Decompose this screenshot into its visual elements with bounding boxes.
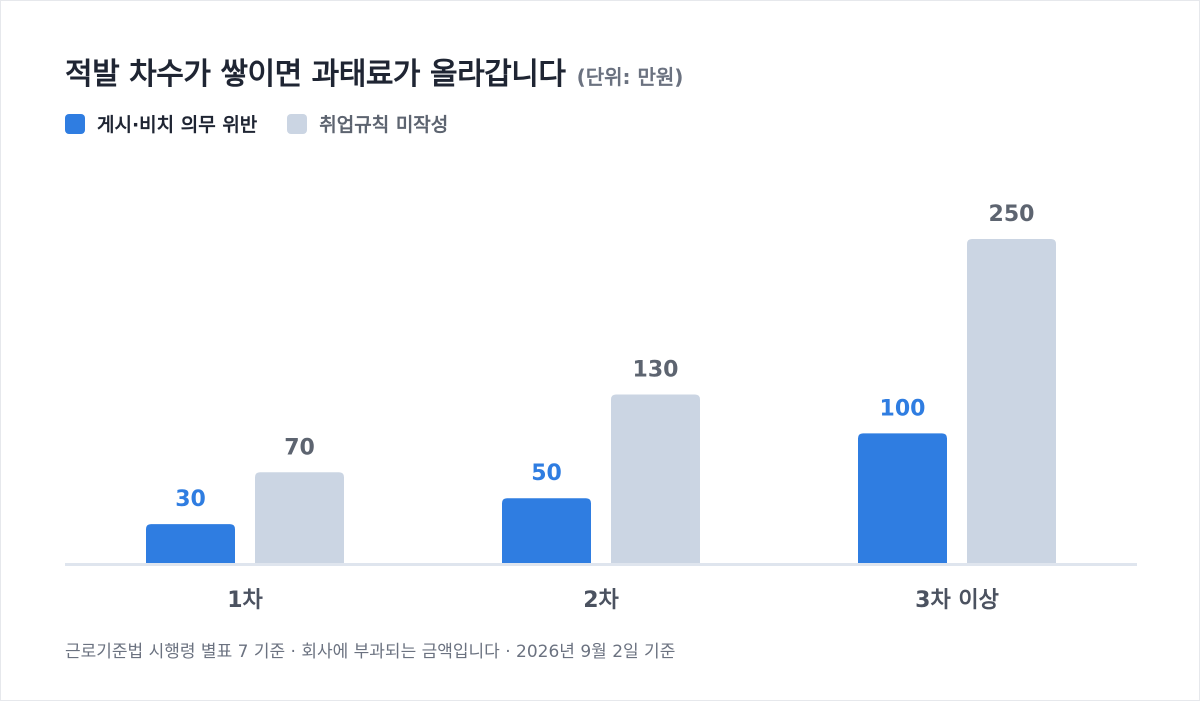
bar-series-1-cat-1 bbox=[146, 524, 235, 563]
data-label-series-2-cat-3: 250 bbox=[989, 202, 1035, 227]
data-label-series-2-cat-2: 130 bbox=[633, 358, 679, 383]
title-row: 적발 차수가 쌓이면 과태료가 올라갑니다 (단위: 만원) bbox=[65, 49, 683, 93]
x-tick-label-1: 1차 bbox=[227, 588, 263, 613]
bar-series-2-cat-3 bbox=[967, 239, 1056, 563]
x-tick-label-2: 2차 bbox=[583, 588, 619, 613]
bar-series-1-cat-2 bbox=[502, 498, 591, 563]
data-label-series-1-cat-3: 100 bbox=[880, 396, 926, 421]
data-label-series-2-cat-1: 70 bbox=[284, 435, 315, 460]
legend-item-series-1: 게시·비치 의무 위반 bbox=[65, 110, 257, 137]
legend-label-series-2: 취업규칙 미작성 bbox=[319, 114, 449, 136]
data-label-series-1-cat-1: 30 bbox=[175, 487, 206, 512]
bar-series-2-cat-1 bbox=[255, 472, 344, 563]
chart-title: 적발 차수가 쌓이면 과태료가 올라갑니다 bbox=[65, 57, 566, 92]
unit-label: (단위: 만원) bbox=[576, 65, 684, 89]
bar-series-1-cat-3 bbox=[858, 433, 947, 563]
legend-item-series-2: 취업규칙 미작성 bbox=[287, 110, 448, 137]
legend-swatch-series-1 bbox=[65, 113, 85, 134]
footnote: 근로기준법 시행령 별표 7 기준 · 회사에 부과되는 금액입니다 · 202… bbox=[65, 642, 676, 662]
legend-label-series-1: 게시·비치 의무 위반 bbox=[97, 114, 258, 136]
data-label-series-1-cat-2: 50 bbox=[531, 461, 562, 486]
bar-series-2-cat-2 bbox=[611, 394, 700, 563]
x-tick-label-3: 3차 이상 bbox=[915, 588, 999, 613]
legend-swatch-series-2 bbox=[287, 113, 308, 134]
legend: 게시·비치 의무 위반 취업규칙 미작성 bbox=[65, 110, 478, 137]
